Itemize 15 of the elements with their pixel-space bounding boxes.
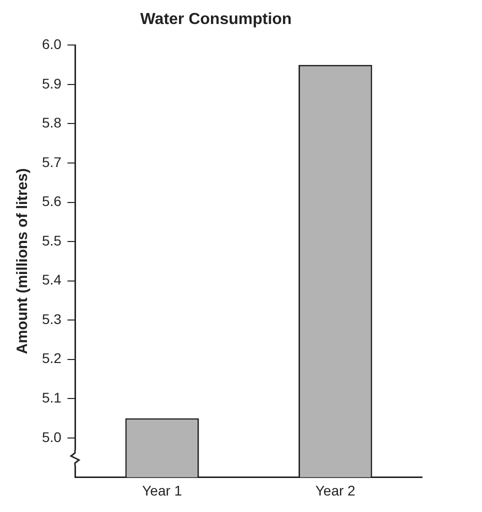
y-tick-label: 6.0 — [42, 36, 62, 52]
y-tick-label: 5.6 — [42, 193, 62, 210]
y-tick-label: 5.1 — [42, 390, 62, 406]
x-tick-label: Year 1 — [142, 482, 182, 498]
y-tick-label: 5.2 — [42, 350, 62, 366]
chart-title: Water Consumption — [140, 11, 292, 28]
y-tick-label: 5.3 — [42, 310, 62, 327]
y-tick-label: 5.9 — [42, 75, 62, 92]
y-tick-label: 5.8 — [42, 114, 62, 131]
y-tick-label: 5.4 — [42, 272, 62, 288]
y-tick-label: 5.7 — [42, 154, 62, 170]
y-tick-label: 5.0 — [42, 428, 62, 445]
y-axis-title: Amount (millions of litres) — [14, 168, 32, 354]
y-tick-label: 5.5 — [42, 232, 62, 248]
x-tick-label: Year 2 — [315, 482, 356, 498]
